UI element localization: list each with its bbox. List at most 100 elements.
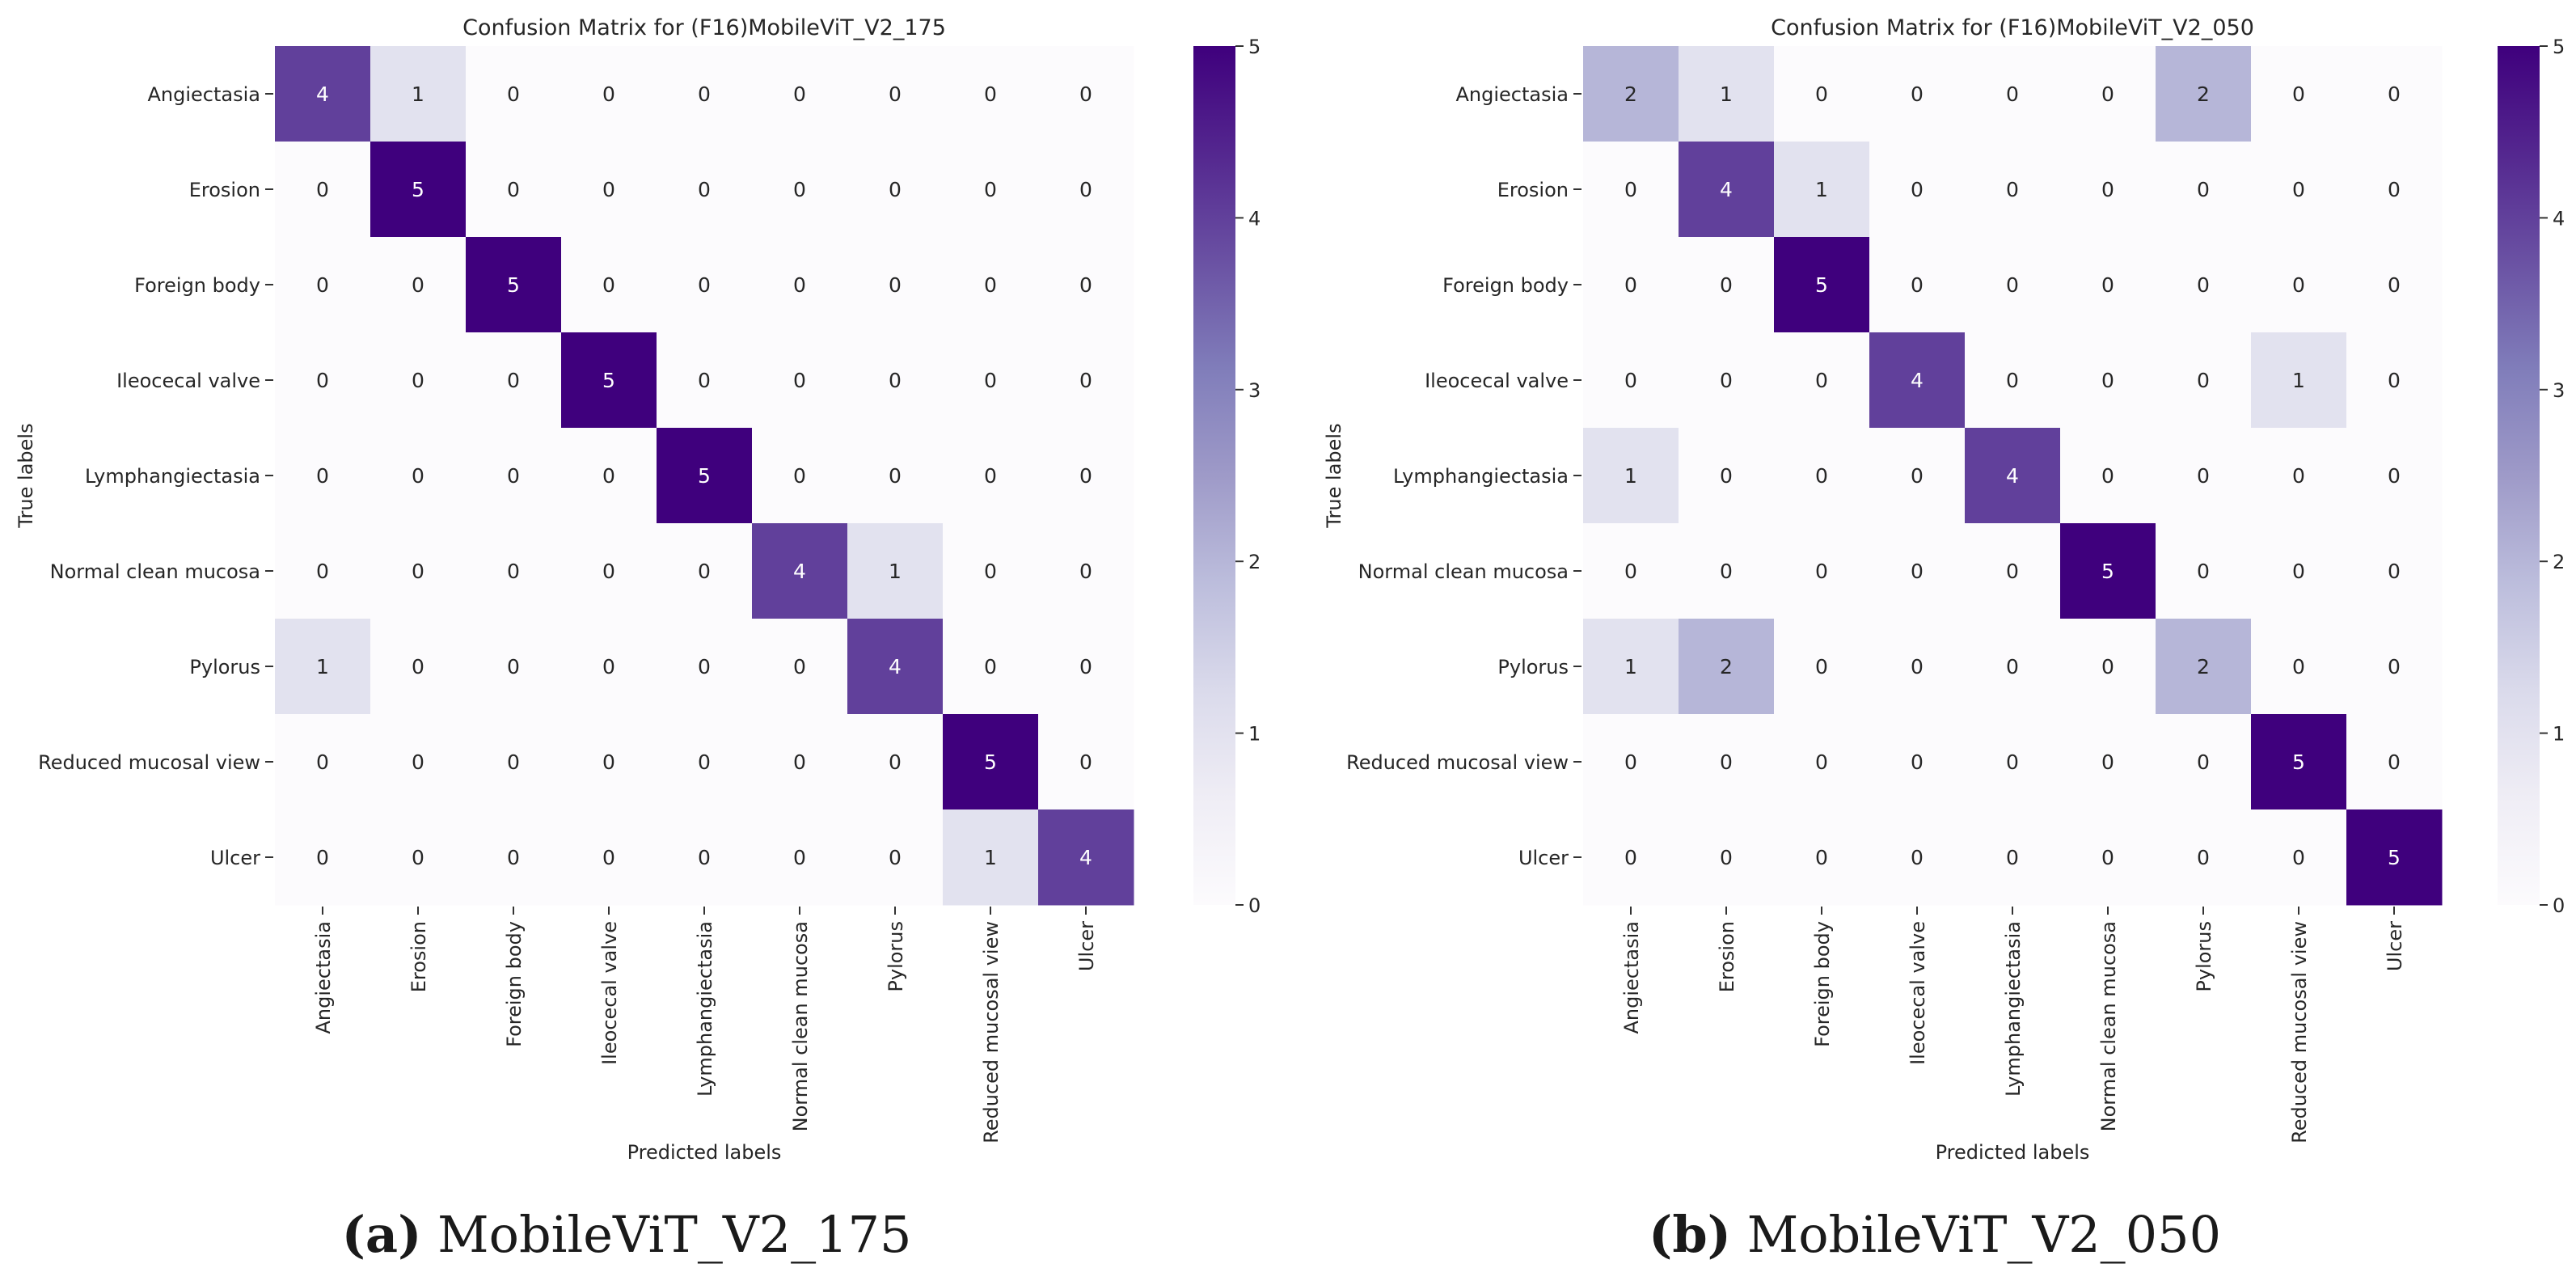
- cell-value-label: 0: [793, 273, 806, 297]
- cell-value-label: 0: [602, 464, 615, 488]
- heatmap-cell: [275, 428, 371, 524]
- heatmap-cell: [370, 714, 467, 810]
- heatmap-cell: [1869, 237, 1966, 333]
- cell-value-label: 0: [2388, 560, 2401, 583]
- cell-value-label: 0: [1815, 560, 1828, 583]
- heatmap-cell: [752, 619, 848, 715]
- heatmap-cell: [1965, 142, 2061, 238]
- heatmap-cell: [1869, 714, 1966, 810]
- cell-value-label: 1: [316, 655, 329, 678]
- cell-value-label: 0: [889, 273, 902, 297]
- heatmap-cell: [370, 142, 467, 238]
- y-tick-label: Erosion: [1497, 179, 1569, 201]
- heatmap-cell: [466, 714, 562, 810]
- colorbar-tick-label: 1: [1248, 723, 1261, 746]
- heatmap-cell: [1869, 619, 1966, 715]
- heatmap-cell: [657, 523, 753, 619]
- heatmap-cell: [275, 332, 371, 429]
- cell-value-label: 0: [984, 82, 997, 106]
- cell-value-label: 0: [507, 369, 520, 392]
- x-tick-label: Normal clean mucosa: [2097, 921, 2120, 1131]
- cell-value-label: 0: [1815, 369, 1828, 392]
- cell-value-label: 0: [412, 750, 424, 774]
- caption-space: [421, 1205, 437, 1264]
- heatmap-cell: [752, 523, 848, 619]
- heatmap-cell: [752, 428, 848, 524]
- heatmap-cell: [561, 332, 657, 429]
- cell-value-label: 1: [412, 82, 424, 106]
- heatmap-cell: [2346, 142, 2443, 238]
- heatmap-cell: [2346, 237, 2443, 333]
- heatmap-cell: [466, 332, 562, 429]
- cell-value-label: 0: [507, 82, 520, 106]
- cell-value-label: 0: [1911, 464, 1924, 488]
- heatmap-cell: [1038, 46, 1134, 142]
- x-tick-label: Reduced mucosal view: [2288, 921, 2311, 1143]
- heatmap-cell: [1869, 142, 1966, 238]
- heatmap-cell: [466, 46, 562, 142]
- cell-value-label: 0: [793, 82, 806, 106]
- cell-value-label: 0: [698, 178, 711, 201]
- cell-value-label: 0: [2006, 846, 2019, 869]
- heatmap-cell: [561, 619, 657, 715]
- heatmap-cell: [1774, 237, 1870, 333]
- cell-value-label: 0: [1079, 178, 1092, 201]
- cell-value-label: 0: [507, 655, 520, 678]
- heatmap-cell: [1965, 714, 2061, 810]
- heatmap-cell: [2251, 714, 2347, 810]
- cell-value-label: 0: [316, 464, 329, 488]
- y-tick-label: Ileocecal valve: [1425, 370, 1569, 392]
- heatmap-cell: [2251, 428, 2347, 524]
- heatmap-cell: [1869, 809, 1966, 906]
- heatmap-cell: [657, 332, 753, 429]
- subfigure-caption: (b) MobileViT_V2_050: [1649, 1205, 2221, 1264]
- heatmap-cell: [1679, 332, 1775, 429]
- cell-value-label: 0: [698, 846, 711, 869]
- cell-value-label: 4: [793, 560, 806, 583]
- heatmap-cell: [1965, 46, 2061, 142]
- cell-value-label: 0: [2388, 273, 2401, 297]
- heatmap-cell: [1774, 809, 1870, 906]
- cell-value-label: 0: [507, 750, 520, 774]
- heatmap-cell: [1965, 428, 2061, 524]
- heatmap-cell: [2060, 714, 2156, 810]
- heatmap-cell: [2156, 523, 2252, 619]
- heatmap-cell: [2251, 142, 2347, 238]
- heatmap-cell: [275, 523, 371, 619]
- cell-value-label: 0: [2197, 846, 2210, 869]
- heatmap-cell: [275, 809, 371, 906]
- cell-value-label: 0: [1720, 750, 1733, 774]
- y-tick-label: Normal clean mucosa: [50, 560, 260, 583]
- heatmap-cell: [1038, 237, 1134, 333]
- cell-value-label: 0: [1079, 750, 1092, 774]
- cell-value-label: 0: [698, 273, 711, 297]
- heatmap-cell: [847, 523, 944, 619]
- x-tick-label: Foreign body: [1811, 921, 1834, 1047]
- cell-value-label: 0: [507, 846, 520, 869]
- heatmap-cell: [657, 809, 753, 906]
- cell-value-label: 0: [2388, 750, 2401, 774]
- cell-value-label: 0: [2292, 560, 2305, 583]
- cell-value-label: 0: [2101, 655, 2114, 678]
- heatmap-cell: [466, 809, 562, 906]
- cell-value-label: 1: [1624, 464, 1637, 488]
- colorbar-tick-label: 4: [1248, 207, 1261, 230]
- x-tick-label: Pylorus: [2193, 921, 2215, 992]
- colorbar-tick-label: 1: [2553, 723, 2565, 746]
- heatmap-cell: [1038, 142, 1134, 238]
- heatmap-cell: [943, 332, 1039, 429]
- heatmap-cell: [370, 46, 467, 142]
- y-tick-label: Angiectasia: [148, 83, 261, 106]
- cell-value-label: 0: [698, 750, 711, 774]
- heatmap-cell: [847, 428, 944, 524]
- cell-value-label: 0: [1911, 82, 1924, 106]
- y-tick-label: Lymphangiectasia: [85, 465, 260, 488]
- x-axis-label: Predicted labels: [1936, 1141, 2090, 1164]
- cell-value-label: 4: [2006, 464, 2019, 488]
- heatmap-cell: [1679, 428, 1775, 524]
- heatmap-cell: [1774, 332, 1870, 429]
- cell-value-label: 0: [316, 560, 329, 583]
- cell-value-label: 0: [2197, 273, 2210, 297]
- cell-value-label: 0: [412, 655, 424, 678]
- cell-value-label: 0: [2101, 846, 2114, 869]
